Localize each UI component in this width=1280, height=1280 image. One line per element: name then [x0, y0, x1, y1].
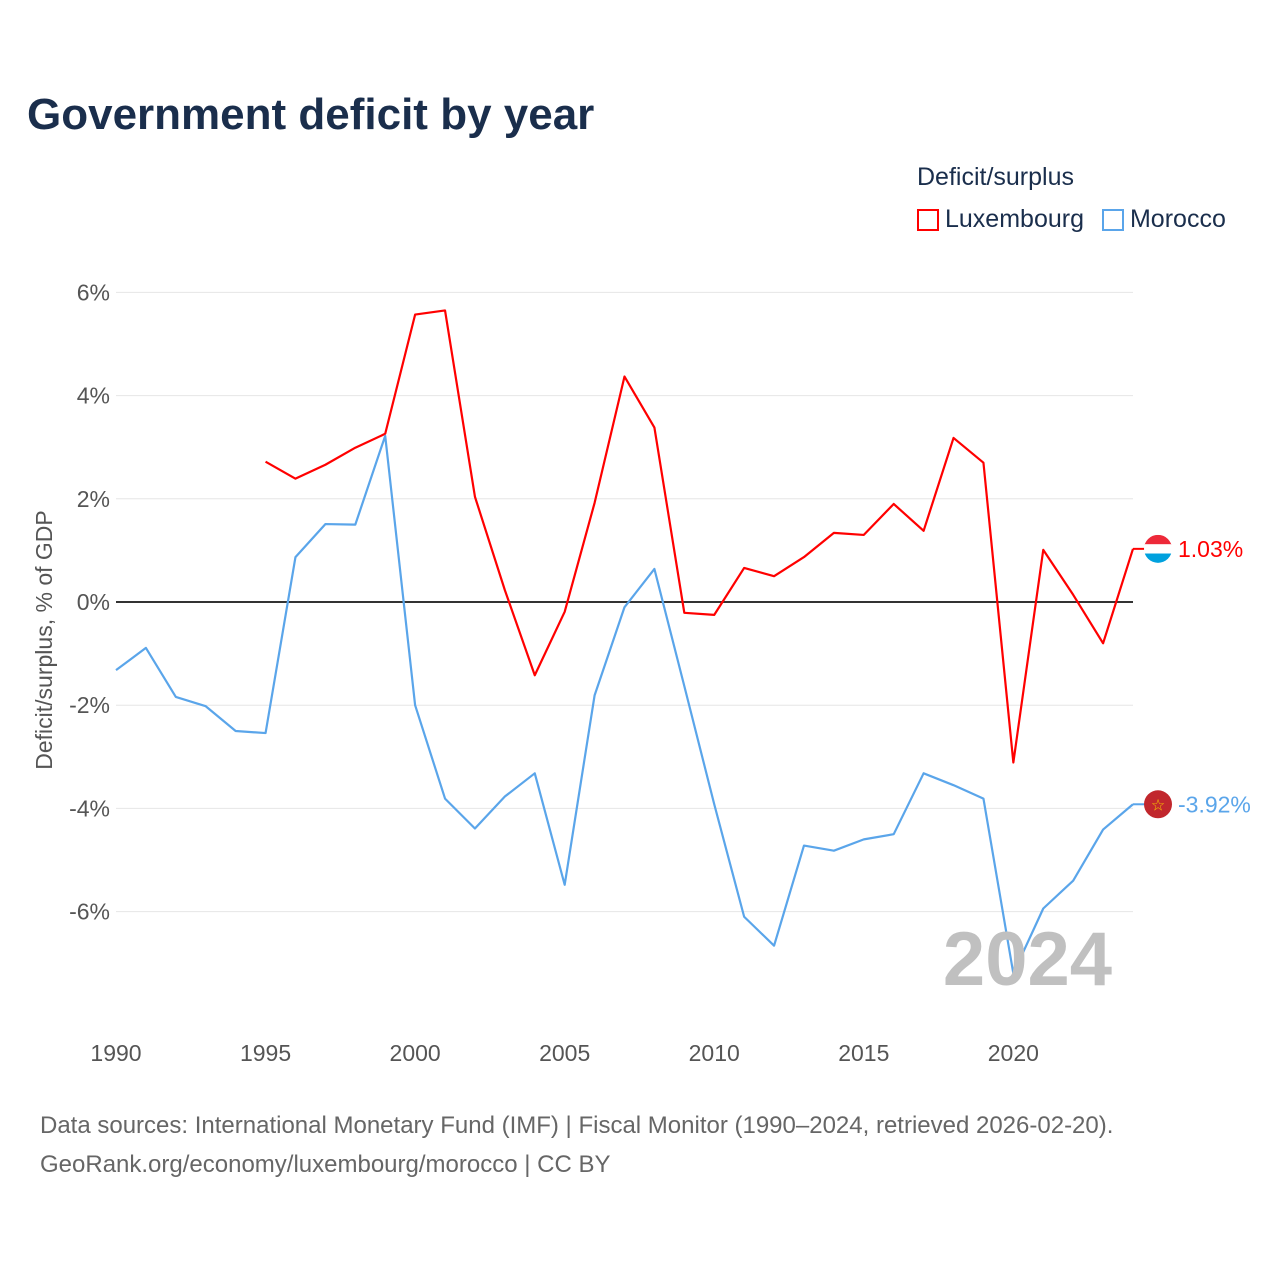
data-point-luxembourg: [892, 502, 896, 506]
data-point-morocco: [1041, 907, 1045, 911]
data-point-morocco: [533, 771, 537, 775]
data-point-morocco: [144, 646, 148, 650]
data-point-morocco: [862, 837, 866, 841]
y-tick-label: -4%: [69, 795, 110, 821]
source-line-1: Data sources: International Monetary Fun…: [40, 1112, 1114, 1139]
data-point-morocco: [563, 883, 567, 887]
data-point-morocco: [742, 915, 746, 919]
data-point-morocco: [832, 849, 836, 853]
x-tick-label: 1990: [90, 1040, 141, 1066]
data-point-luxembourg: [443, 308, 447, 312]
year-watermark: 2024: [943, 917, 1112, 1002]
legend: Luxembourg Morocco: [917, 205, 1226, 234]
data-point-luxembourg: [473, 495, 477, 499]
y-tick-label: 2%: [77, 486, 110, 512]
data-point-luxembourg: [563, 610, 567, 614]
data-point-morocco: [802, 844, 806, 848]
data-point-luxembourg: [593, 501, 597, 505]
x-tick-label: 1995: [240, 1040, 291, 1066]
legend-item-luxembourg[interactable]: Luxembourg: [917, 205, 1084, 234]
y-tick-label: -2%: [69, 692, 110, 718]
data-point-morocco: [114, 668, 118, 672]
data-point-morocco: [473, 827, 477, 831]
data-point-luxembourg: [1041, 548, 1045, 552]
x-tick-label: 2005: [539, 1040, 590, 1066]
data-point-morocco: [772, 944, 776, 948]
data-point-luxembourg: [832, 531, 836, 535]
data-point-luxembourg: [922, 529, 926, 533]
data-point-luxembourg: [742, 566, 746, 570]
data-point-morocco: [981, 797, 985, 801]
data-point-luxembourg: [981, 461, 985, 465]
x-tick-label: 2020: [988, 1040, 1039, 1066]
data-point-morocco: [593, 693, 597, 697]
data-point-morocco: [174, 695, 178, 699]
data-point-morocco: [952, 783, 956, 787]
end-value-label-morocco: -3.92%: [1178, 791, 1251, 817]
data-point-morocco: [204, 704, 208, 708]
data-point-morocco: [264, 731, 268, 735]
legend-item-morocco[interactable]: Morocco: [1101, 205, 1226, 234]
data-point-morocco: [1101, 828, 1105, 832]
legend-title: Deficit/surplus: [917, 163, 1074, 191]
data-point-morocco: [503, 795, 507, 799]
y-tick-label: 0%: [77, 589, 110, 615]
data-point-morocco: [1071, 879, 1075, 883]
data-point-luxembourg: [862, 533, 866, 537]
y-tick-label: -6%: [69, 899, 110, 925]
data-point-luxembourg: [623, 375, 627, 379]
data-point-morocco: [323, 522, 327, 526]
data-point-morocco: [712, 802, 716, 806]
data-point-luxembourg: [264, 460, 268, 464]
data-point-morocco: [443, 797, 447, 801]
data-point-luxembourg: [652, 426, 656, 430]
data-point-luxembourg: [1071, 593, 1075, 597]
end-value-label-luxembourg: 1.03%: [1178, 536, 1243, 562]
data-point-luxembourg: [772, 574, 776, 578]
data-point-morocco: [623, 605, 627, 609]
svg-text:☆: ☆: [1151, 797, 1165, 814]
data-point-luxembourg: [1101, 641, 1105, 645]
data-point-luxembourg: [712, 613, 716, 617]
data-point-luxembourg: [503, 588, 507, 592]
x-tick-label: 2000: [390, 1040, 441, 1066]
data-point-morocco: [293, 555, 297, 559]
series-line-luxembourg: [265, 309, 1135, 764]
data-point-luxembourg: [952, 436, 956, 440]
y-tick-label: 4%: [77, 383, 110, 409]
data-point-luxembourg: [323, 463, 327, 467]
source-note: Data sources: International Monetary Fun…: [40, 1106, 1113, 1184]
y-tick-label: 6%: [77, 279, 110, 305]
series-line-morocco: [115, 434, 1134, 975]
page-title: Government deficit by year: [27, 90, 595, 139]
legend-swatch-luxembourg: [917, 208, 939, 231]
legend-label: Luxembourg: [945, 205, 1084, 233]
legend-swatch-morocco: [1101, 208, 1124, 231]
y-axis-label: Deficit/surplus, % of GDP: [31, 510, 57, 769]
data-point-morocco: [234, 729, 238, 733]
data-point-luxembourg: [682, 611, 686, 615]
luxembourg-flag-icon: [1144, 534, 1172, 563]
data-point-morocco: [383, 434, 387, 438]
data-point-morocco: [413, 703, 417, 707]
data-point-luxembourg: [293, 477, 297, 481]
x-tick-label: 2015: [838, 1040, 889, 1066]
morocco-flag-icon: ☆: [1144, 790, 1172, 819]
data-point-morocco: [682, 684, 686, 688]
data-point-luxembourg: [802, 555, 806, 559]
data-point-morocco: [353, 523, 357, 527]
legend-label: Morocco: [1129, 205, 1226, 233]
data-point-morocco: [922, 771, 926, 775]
data-point-morocco: [652, 567, 656, 571]
data-point-luxembourg: [1011, 760, 1015, 764]
data-point-luxembourg: [353, 446, 357, 450]
data-point-luxembourg: [413, 313, 417, 317]
x-tick-label: 2010: [689, 1040, 740, 1066]
data-point-morocco: [892, 832, 896, 836]
source-line-2[interactable]: GeoRank.org/economy/luxembourg/morocco |…: [40, 1151, 611, 1178]
data-point-luxembourg: [533, 673, 537, 677]
